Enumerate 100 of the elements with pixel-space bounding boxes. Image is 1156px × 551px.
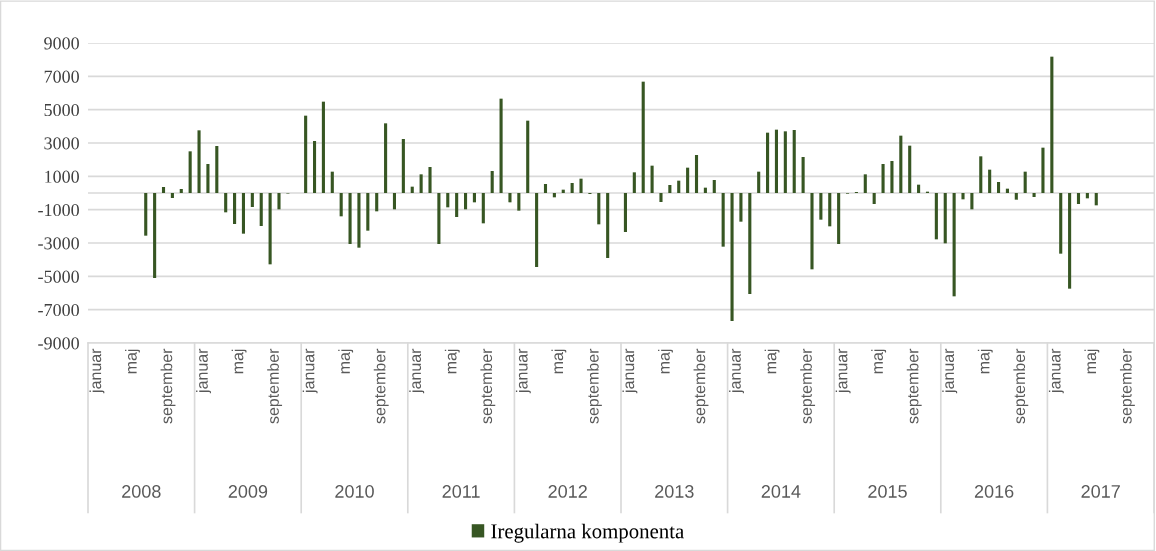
y-tick-label: 1000: [45, 170, 79, 183]
bar: [810, 193, 814, 270]
bar: [694, 155, 699, 193]
x-tick-label: maj: [444, 349, 460, 374]
bar: [899, 135, 903, 193]
x-tick-label: september: [586, 348, 602, 424]
text: 2017: [1081, 485, 1120, 498]
bar: [837, 193, 841, 244]
bar: [206, 164, 210, 193]
y-tick-label: -9000: [38, 337, 79, 350]
x-tick-label: januar: [89, 348, 105, 394]
bar: [934, 193, 938, 240]
bar: [686, 167, 690, 193]
bar: [455, 193, 459, 217]
bar: [579, 178, 583, 193]
bar: [996, 182, 1001, 193]
bar: [197, 130, 201, 193]
x-tick-label: september: [480, 348, 496, 424]
y-tick-label: 9000: [44, 37, 79, 50]
bar: [170, 193, 174, 198]
bar: [277, 193, 281, 210]
text: 2013: [655, 485, 694, 498]
x-tick-label: maj: [1084, 349, 1100, 374]
bar: [1076, 193, 1081, 204]
bar: [241, 193, 246, 234]
bar: [721, 193, 725, 247]
bar: [153, 193, 157, 278]
bar: [561, 189, 565, 193]
bar: [446, 193, 450, 208]
bar: [659, 193, 663, 202]
text: 2016: [974, 485, 1014, 498]
x-tick-label: september: [1119, 348, 1135, 424]
x-tick-label: maj: [231, 349, 247, 374]
bar: [712, 180, 716, 193]
x-tick-label: september: [267, 348, 283, 424]
bar: [819, 193, 823, 220]
bar: [144, 193, 148, 236]
bar: [215, 146, 219, 193]
bar: [437, 193, 441, 244]
bar: [650, 165, 654, 193]
bar: [1032, 193, 1036, 197]
bar: [792, 130, 796, 193]
x-tick-label: januar: [409, 348, 425, 394]
text: 2014: [761, 485, 801, 498]
x-tick-label: september: [373, 348, 389, 424]
bar: [1014, 193, 1018, 200]
bar: [472, 193, 476, 203]
bar: [668, 185, 672, 193]
bar: [526, 120, 530, 193]
bar: [677, 180, 681, 193]
bar: [1041, 147, 1045, 193]
y-tick-label: -1000: [38, 203, 79, 217]
bar: [1059, 193, 1063, 254]
bar: [908, 145, 912, 193]
x-tick-label: maj: [871, 349, 887, 374]
bar: [161, 187, 166, 193]
bar: [783, 131, 787, 193]
x-tick-label: september: [693, 348, 709, 424]
text: 2012: [548, 485, 587, 498]
text: 2009: [228, 485, 268, 498]
x-tick-label: januar: [729, 348, 744, 394]
bar: [304, 115, 308, 193]
y-tick-label: -5000: [38, 270, 79, 283]
bar: [1050, 56, 1054, 193]
text: 2008: [122, 485, 161, 498]
x-tick-label: maj: [764, 349, 780, 374]
bar: [375, 193, 379, 212]
bar: [499, 98, 503, 193]
y-tick-label: -3000: [38, 237, 79, 250]
y-tick-label: 3000: [44, 137, 79, 150]
bar: [1023, 171, 1027, 193]
bar: [988, 169, 992, 193]
bar: [979, 156, 983, 193]
bar: [748, 193, 752, 294]
bar: [766, 132, 770, 193]
bar: [401, 139, 405, 193]
bar: [410, 186, 414, 193]
x-tick-label: maj: [551, 349, 567, 374]
bar: [339, 193, 343, 217]
bar: [1094, 193, 1098, 206]
bar: [739, 193, 743, 222]
bar: [757, 171, 761, 193]
x-tick-label: maj: [977, 349, 993, 374]
bar: [917, 184, 921, 193]
bar: [321, 101, 325, 193]
text: 2015: [868, 485, 907, 498]
x-tick-label: januar: [1048, 348, 1064, 394]
bar: [570, 183, 574, 193]
bar: [233, 193, 237, 224]
x-tick-label: september: [800, 348, 816, 424]
bar: [348, 193, 352, 244]
bar: [552, 193, 556, 198]
bar: [1005, 188, 1009, 193]
bar: [357, 193, 361, 248]
bar: [517, 193, 521, 211]
y-tick-label: 5000: [44, 103, 79, 117]
x-tick-label: januar: [302, 348, 318, 394]
text: 2011: [442, 485, 480, 498]
text: 2010: [335, 485, 374, 498]
bar: [543, 184, 548, 193]
